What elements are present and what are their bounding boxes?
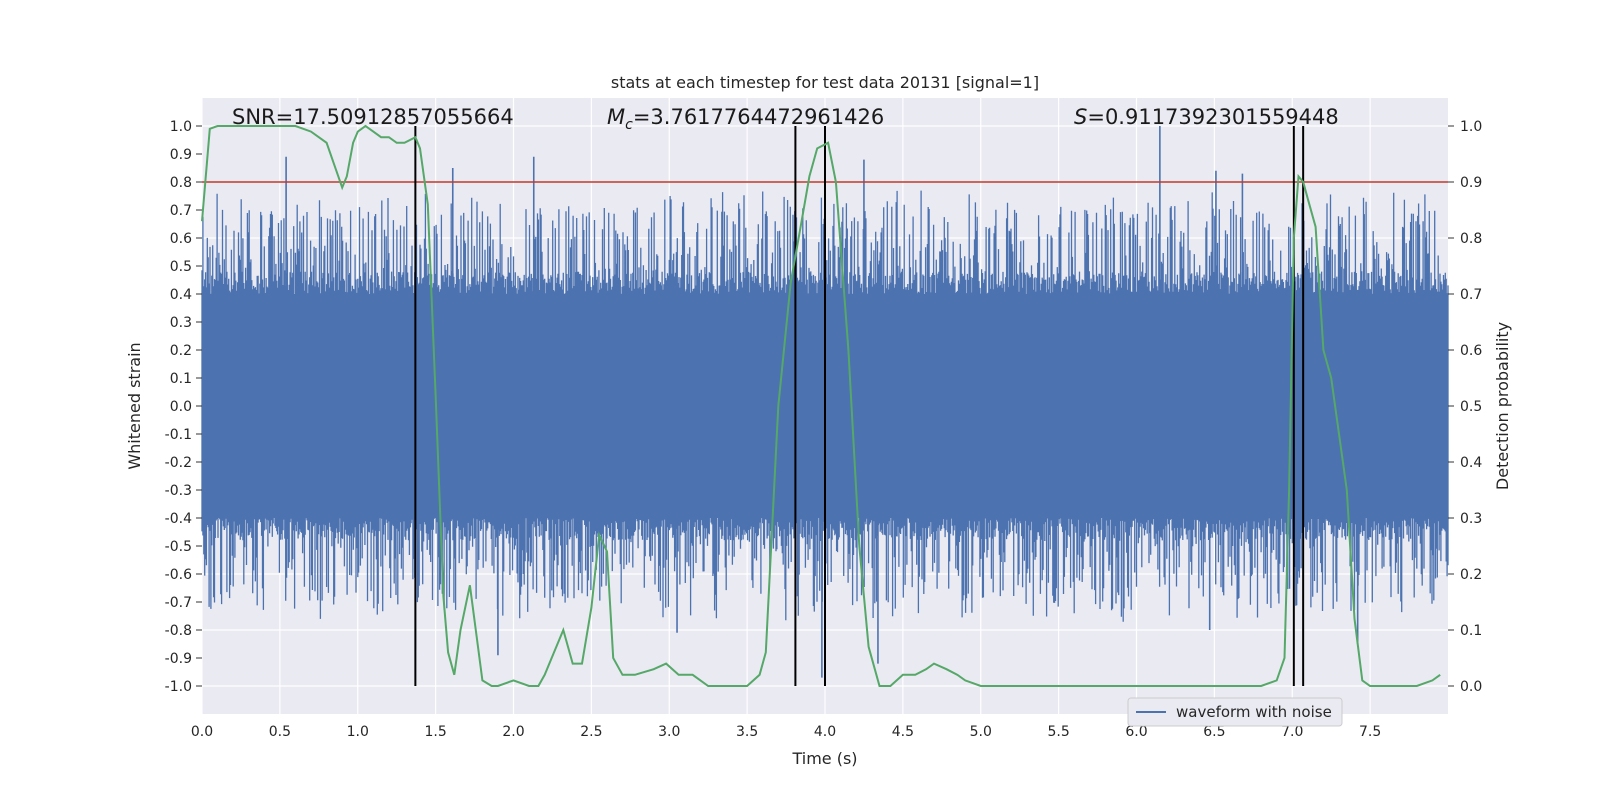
x-axis-ticks: 0.0 0.5 1.0 1.5 2.0 2.5 3.0 3.5 4.0 4.5 5.0 5.5 6.0 6…	[191, 724, 1381, 740]
y-tick-label: 0.1	[170, 371, 192, 387]
snr-annotation: SNR=17.50912857055664	[232, 105, 514, 129]
y-right-tick-label: 0.9	[1460, 175, 1482, 191]
x-tick-label: 7.0	[1281, 724, 1303, 740]
y-tick-label: -0.7	[165, 595, 192, 611]
y-tick-label: -0.5	[165, 539, 192, 555]
y-axis-right-ticks: 1.0 0.9 0.8 0.7 0.6 0.5 0.4 0.3 0.2 0.1 0.0	[1448, 119, 1482, 695]
x-tick-label: 2.5	[580, 724, 602, 740]
x-axis-label: Time (s)	[791, 749, 857, 768]
y-tick-label: 0.6	[170, 231, 192, 247]
x-tick-label: 7.5	[1359, 724, 1381, 740]
legend-label-waveform: waveform with noise	[1176, 703, 1332, 721]
y-tick-label: -0.1	[165, 427, 192, 443]
legend: waveform with noise	[1127, 697, 1343, 727]
y-tick-label: -0.6	[165, 567, 192, 583]
probability-series	[201, 124, 1441, 687]
y-right-tick-label: 0.1	[1460, 623, 1482, 639]
y-tick-label: -0.4	[165, 511, 192, 527]
y-right-tick-label: 1.0	[1460, 119, 1482, 135]
x-tick-label: 1.5	[424, 724, 446, 740]
y-right-tick-label: 0.8	[1460, 231, 1482, 247]
y-tick-label: 0.0	[170, 399, 192, 415]
s-value: =0.9117392301559448	[1087, 105, 1338, 129]
x-tick-label: 5.5	[1047, 724, 1069, 740]
y-tick-label: 0.3	[170, 315, 192, 331]
y-right-tick-label: 0.7	[1460, 287, 1482, 303]
chart-title: stats at each timestep for test data 201…	[611, 73, 1039, 92]
y-tick-label: 0.8	[170, 175, 192, 191]
y-tick-label: 0.2	[170, 343, 192, 359]
x-tick-label: 4.0	[814, 724, 836, 740]
x-tick-label: 5.0	[970, 724, 992, 740]
y-tick-label: -1.0	[165, 679, 192, 695]
y-tick-label: 1.0	[170, 119, 192, 135]
y-right-tick-label: 0.4	[1460, 455, 1482, 471]
chirp-mass-symbol: M	[607, 105, 625, 129]
x-tick-label: 6.5	[1203, 724, 1225, 740]
x-tick-label: 6.0	[1125, 724, 1147, 740]
y-right-tick-label: 0.0	[1460, 679, 1482, 695]
y-axis-label: Whitened strain	[125, 342, 144, 469]
chirp-mass-subscript: c	[625, 117, 633, 133]
y-tick-label: 0.5	[170, 259, 192, 275]
x-tick-label: 0.0	[191, 724, 213, 740]
x-tick-label: 0.5	[269, 724, 291, 740]
x-tick-label: 1.0	[347, 724, 369, 740]
y-tick-label: 0.9	[170, 147, 192, 163]
x-tick-label: 3.0	[658, 724, 680, 740]
s-annotation: S=0.9117392301559448	[1074, 105, 1339, 129]
y-axis-left-ticks: 1.0 0.9 0.8 0.7 0.6 0.5 0.4 0.3 0.2 0.1 0.0 -0.1 -0.…	[165, 119, 202, 695]
y-tick-label: -0.9	[165, 651, 192, 667]
vertical-lines	[414, 126, 1305, 686]
chirp-mass-annotation: Mc=3.7617764472961426	[607, 105, 884, 133]
y-tick-label: -0.2	[165, 455, 192, 471]
probability-line	[201, 124, 1441, 687]
x-tick-label: 3.5	[736, 724, 758, 740]
legend-box	[1127, 697, 1343, 727]
y-tick-label: 0.7	[170, 203, 192, 219]
y-tick-label: -0.3	[165, 483, 192, 499]
y-right-tick-label: 0.6	[1460, 343, 1482, 359]
s-symbol: S	[1074, 105, 1087, 129]
y-right-tick-label: 0.3	[1460, 511, 1482, 527]
y-tick-label: -0.8	[165, 623, 192, 639]
y-tick-label: 0.4	[170, 287, 192, 303]
chirp-mass-value: =3.7617764472961426	[633, 105, 884, 129]
y-right-tick-label: 0.5	[1460, 399, 1482, 415]
x-tick-label: 4.5	[892, 724, 914, 740]
x-tick-label: 2.0	[502, 724, 524, 740]
y-axis-right-label: Detection probability	[1493, 322, 1512, 490]
y-right-tick-label: 0.2	[1460, 567, 1482, 583]
